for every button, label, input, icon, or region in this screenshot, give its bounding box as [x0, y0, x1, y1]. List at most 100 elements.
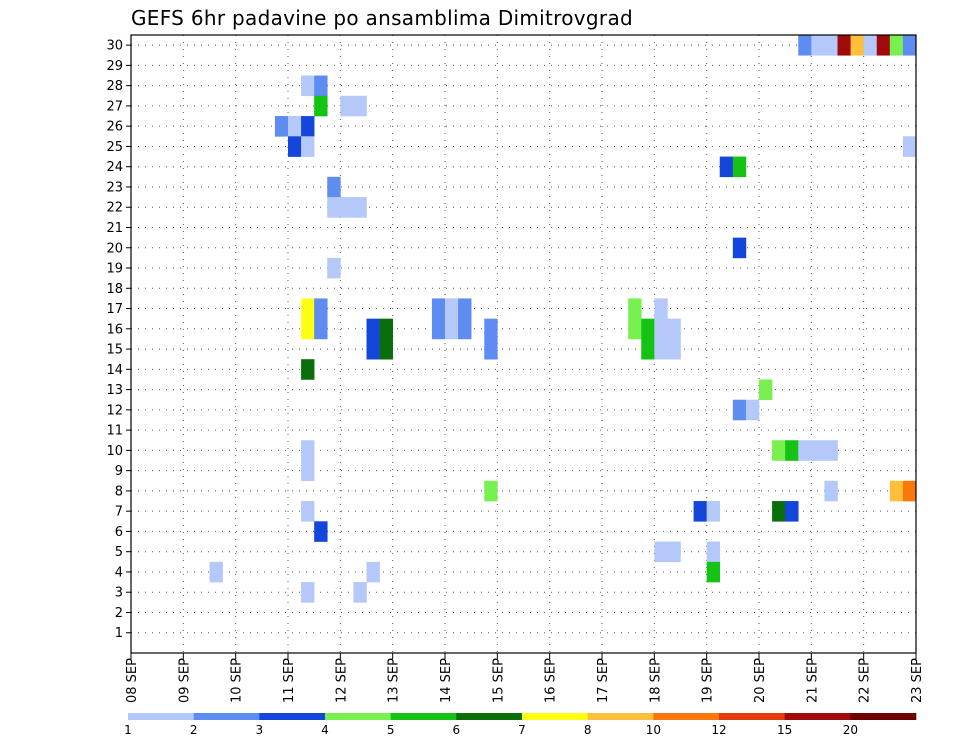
plot-frame	[130, 34, 917, 654]
x-tick-label: 22 SEP	[858, 658, 873, 703]
heatmap-cell	[889, 35, 904, 56]
heatmap-cell	[301, 359, 315, 380]
heatmap-cell	[667, 338, 681, 360]
colorbar-segment	[259, 713, 326, 720]
heatmap-cell	[209, 561, 223, 583]
heatmap-cell	[706, 541, 721, 563]
heatmap-cell	[811, 440, 825, 461]
y-tick-label: 10	[106, 444, 123, 459]
colorbar-segment	[850, 713, 917, 720]
heatmap-cell	[706, 561, 721, 583]
colorbar-segment	[128, 713, 194, 720]
heatmap-cell	[301, 116, 315, 137]
heatmap-cell	[824, 480, 838, 502]
heatmap-cell	[314, 95, 328, 117]
x-tick-label: 17 SEP	[596, 658, 611, 703]
heatmap-cell	[654, 298, 668, 319]
y-tick-label: 7	[115, 505, 123, 520]
y-tick-label: 20	[106, 241, 123, 256]
heatmap-cell	[628, 298, 642, 319]
x-tick-label: 10 SEP	[230, 658, 245, 703]
colorbar-label: 10	[646, 723, 661, 737]
heatmap-cell	[301, 440, 315, 461]
y-tick-label: 24	[106, 160, 123, 175]
colorbar-segment	[784, 713, 851, 720]
heatmap-cell	[431, 298, 446, 319]
colorbar-segment	[325, 713, 391, 720]
heatmap-cell	[654, 541, 668, 563]
colorbar-segment	[456, 713, 523, 720]
colorbar-label: 6	[453, 723, 461, 737]
x-tick-label: 19 SEP	[701, 658, 716, 703]
heatmap-cell	[641, 338, 655, 360]
heatmap-cell	[667, 541, 681, 563]
colorbar-segment	[193, 713, 260, 720]
heatmap-cell	[340, 197, 354, 218]
heatmap-cell	[654, 338, 668, 360]
heatmap-cell	[824, 440, 838, 461]
heatmap-cell	[366, 338, 380, 360]
x-tick-label: 15 SEP	[491, 658, 506, 703]
heatmap-cell	[327, 257, 341, 279]
y-tick-label: 23	[106, 180, 123, 195]
y-tick-label: 11	[106, 424, 123, 439]
heatmap-cell	[824, 35, 838, 56]
colorbar-segment	[719, 713, 785, 720]
heatmap-cell	[902, 35, 917, 56]
colorbar-segment	[653, 713, 720, 720]
heatmap-cell	[772, 501, 786, 522]
heatmap-cell	[863, 35, 878, 56]
x-tick-label: 12 SEP	[334, 658, 349, 703]
x-tick-label: 09 SEP	[177, 658, 192, 703]
heatmap-cell	[785, 501, 799, 522]
x-tick-label: 08 SEP	[125, 658, 140, 703]
heatmap-cell	[379, 318, 393, 340]
x-tick-label: 14 SEP	[439, 658, 454, 703]
y-tick-label: 8	[115, 484, 123, 499]
heatmap-cell	[772, 440, 786, 461]
heatmap-cell	[314, 521, 328, 542]
heatmap-cell	[732, 237, 747, 259]
y-tick-label: 28	[106, 79, 123, 94]
y-tick-label: 2	[115, 606, 123, 621]
heatmap-cell	[785, 440, 799, 461]
heatmap-cell	[301, 582, 315, 603]
colorbar-label: 8	[584, 723, 592, 737]
heatmap-cell	[366, 561, 380, 583]
heatmap-cell	[314, 298, 328, 319]
heatmap-cell	[745, 399, 760, 421]
heatmap-cell	[327, 197, 341, 218]
y-tick-label: 29	[106, 59, 123, 74]
heatmap-cell	[798, 35, 812, 56]
x-tick-label: 18 SEP	[648, 658, 663, 703]
x-tick-label: 16 SEP	[544, 658, 559, 703]
heatmap-cell	[301, 501, 315, 522]
colorbar-label: 1	[124, 723, 132, 737]
colorbar-label: 20	[843, 723, 858, 737]
y-tick-label: 21	[106, 221, 123, 236]
heatmap-cell	[458, 298, 472, 319]
colorbar-label: 7	[518, 723, 526, 737]
y-tick-label: 26	[106, 120, 123, 135]
x-tick-label: 20 SEP	[753, 658, 768, 703]
heatmap-cell	[445, 298, 459, 319]
heatmap-cell	[628, 318, 642, 340]
heatmap-cell	[693, 501, 707, 522]
heatmap-cell	[732, 156, 747, 178]
y-tick-label: 3	[115, 586, 123, 601]
heatmap-cell	[811, 35, 825, 56]
y-tick-label: 1	[115, 626, 123, 641]
heatmap-cell	[366, 318, 380, 340]
heatmap-cell	[274, 116, 289, 137]
x-tick-label: 23 SEP	[910, 658, 925, 703]
colorbar-label: 5	[387, 723, 395, 737]
colorbar-segment	[587, 713, 654, 720]
heatmap-cell	[902, 480, 917, 502]
plot-area	[131, 35, 916, 653]
heatmap-cell	[798, 440, 812, 461]
heatmap-cell	[353, 95, 367, 117]
y-tick-label: 18	[106, 282, 123, 297]
y-tick-label: 13	[106, 383, 123, 398]
y-tick-label: 4	[115, 565, 123, 580]
